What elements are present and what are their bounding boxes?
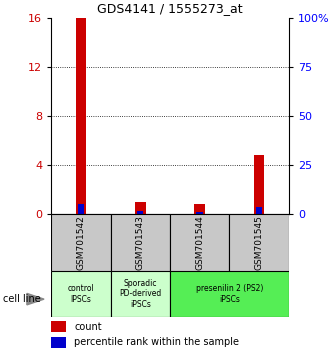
FancyBboxPatch shape	[51, 271, 111, 317]
Text: Sporadic
PD-derived
iPSCs: Sporadic PD-derived iPSCs	[119, 279, 161, 309]
Bar	[51, 337, 66, 348]
FancyBboxPatch shape	[51, 214, 111, 271]
Text: cell line: cell line	[3, 294, 41, 304]
FancyBboxPatch shape	[229, 214, 289, 271]
Bar	[78, 204, 84, 214]
Polygon shape	[27, 293, 44, 305]
Text: control
IPSCs: control IPSCs	[67, 284, 94, 303]
FancyBboxPatch shape	[111, 271, 170, 317]
FancyBboxPatch shape	[111, 214, 170, 271]
Bar	[194, 204, 205, 214]
Bar	[135, 202, 146, 214]
Text: count: count	[74, 321, 102, 332]
Text: GSM701543: GSM701543	[136, 215, 145, 270]
Bar	[254, 155, 264, 214]
Text: GSM701542: GSM701542	[76, 215, 85, 270]
Bar	[256, 207, 262, 214]
Title: GDS4141 / 1555273_at: GDS4141 / 1555273_at	[97, 2, 243, 15]
Text: GSM701544: GSM701544	[195, 215, 204, 270]
Bar	[137, 211, 144, 214]
Bar	[76, 18, 86, 214]
FancyBboxPatch shape	[170, 271, 289, 317]
Bar	[51, 321, 66, 332]
Text: GSM701545: GSM701545	[254, 215, 264, 270]
Bar	[196, 212, 203, 214]
FancyBboxPatch shape	[170, 214, 229, 271]
Text: presenilin 2 (PS2)
iPSCs: presenilin 2 (PS2) iPSCs	[196, 284, 263, 303]
Text: percentile rank within the sample: percentile rank within the sample	[74, 337, 239, 348]
